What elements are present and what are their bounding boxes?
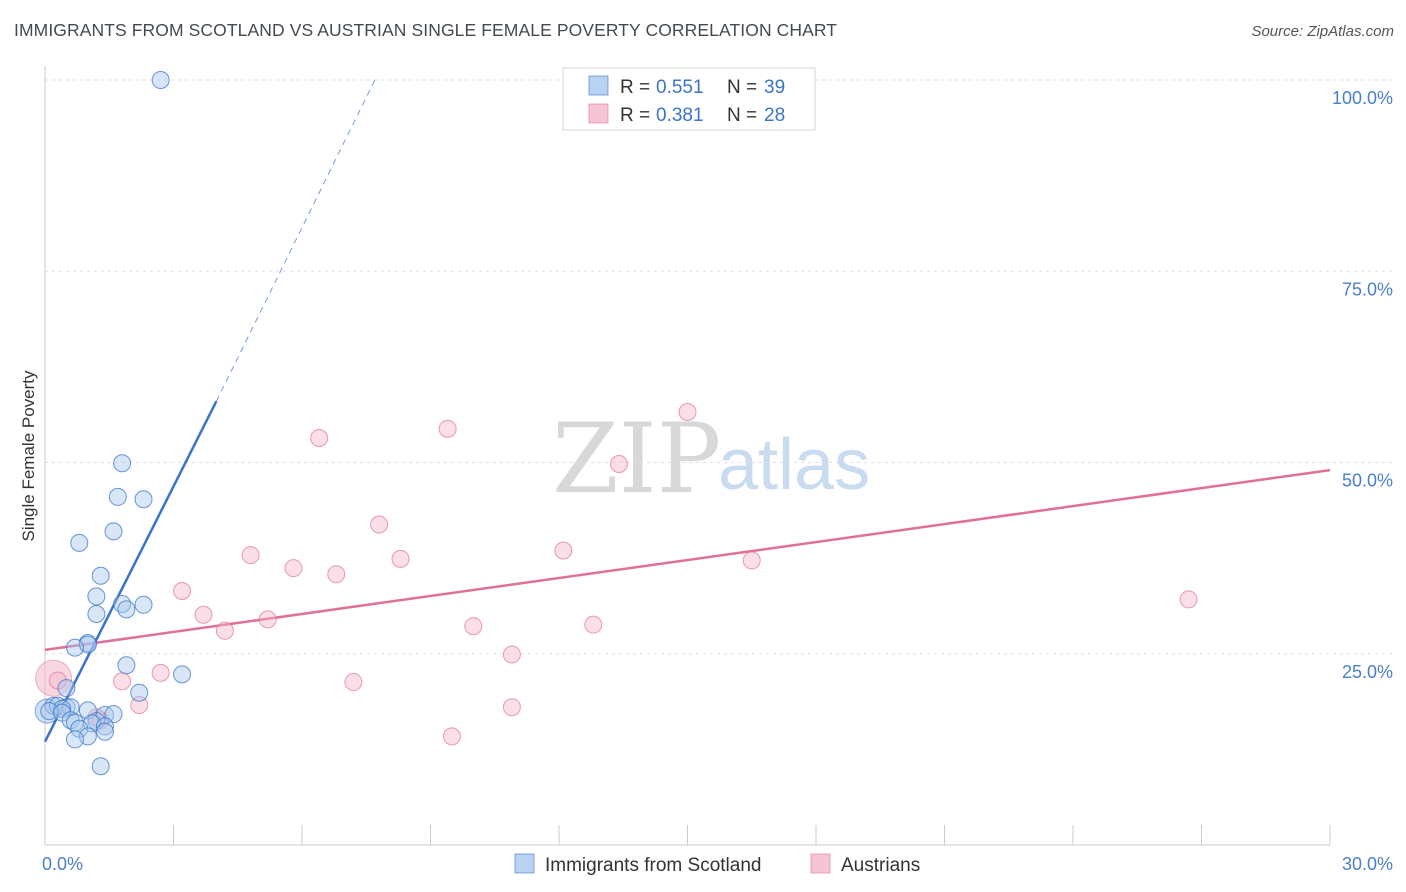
legend-swatch-austrians <box>588 103 609 124</box>
point-scotland-28 <box>104 705 123 724</box>
point-scotland-14 <box>65 638 84 657</box>
point-austrians-22 <box>344 673 363 692</box>
legend-n-value-1: 28 <box>764 105 785 126</box>
point-scotland-3 <box>134 490 153 509</box>
point-scotland-18 <box>130 683 149 702</box>
x-tick-label-0: 0.0% <box>42 854 83 874</box>
point-scotland-35 <box>95 722 114 741</box>
legend-n-label-1: N = <box>727 105 757 126</box>
point-austrians-3 <box>609 455 628 474</box>
point-austrians-20 <box>151 663 170 682</box>
series-legend-label-austrians: Austrians <box>841 855 920 876</box>
point-austrians-7 <box>391 549 410 568</box>
point-austrians-23 <box>130 696 149 715</box>
point-austrians-8 <box>742 551 761 570</box>
watermark-zip: ZIP <box>552 403 721 515</box>
chart-title: IMMIGRANTS FROM SCOTLAND VS AUSTRIAN SIN… <box>14 20 838 40</box>
y-tick-label-3: 25.0% <box>1342 662 1393 682</box>
trend-line-scotland <box>43 400 218 743</box>
y-tick-label-0: 100.0% <box>1332 88 1393 108</box>
series-legend-swatch-austrians <box>810 853 831 874</box>
tick-labels: 100.0% 75.0% 50.0% 25.0% 0.0% 30.0% <box>42 88 1393 874</box>
series-legend-label-scotland: Immigrants from Scotland <box>545 855 761 876</box>
point-scotland-10 <box>117 600 136 619</box>
data-points <box>34 71 1198 776</box>
legend-n-label-0: N = <box>727 77 757 98</box>
point-scotland-11 <box>87 604 106 623</box>
y-tick-label-2: 50.0% <box>1342 471 1393 491</box>
point-austrians-11 <box>173 582 192 601</box>
point-scotland-16 <box>173 665 192 684</box>
point-austrians-9 <box>284 559 303 578</box>
point-scotland-9 <box>134 595 153 614</box>
watermark-atlas: atlas <box>718 425 870 505</box>
point-austrians-12 <box>1179 590 1198 609</box>
axes <box>44 66 1331 846</box>
x-tick-label-1: 30.0% <box>1342 854 1393 874</box>
legend-r-value-0: 0.551 <box>656 77 704 98</box>
y-axis-title: Single Female Poverty <box>19 370 38 542</box>
point-austrians-21 <box>113 672 132 691</box>
point-austrians-13 <box>194 605 213 624</box>
legend-r-label-0: R = <box>620 77 650 98</box>
point-austrians-27 <box>442 727 461 746</box>
point-austrians-18 <box>502 645 521 664</box>
chart-source: Source: ZipAtlas.com <box>1251 23 1394 40</box>
point-austrians-15 <box>464 617 483 636</box>
point-scotland-25 <box>40 702 59 721</box>
point-austrians-17 <box>215 621 234 640</box>
point-scotland-2 <box>108 487 127 506</box>
point-austrians-5 <box>554 541 573 560</box>
legend-r-value-1: 0.381 <box>656 105 704 126</box>
stats-legend: R = 0.551 N = 39 R = 0.381 N = 28 <box>562 67 816 131</box>
legend-swatch-scotland <box>588 75 609 96</box>
series-legend-swatch-scotland <box>514 853 535 874</box>
point-scotland-7 <box>87 587 106 606</box>
point-scotland-0 <box>151 71 170 89</box>
legend-r-label-1: R = <box>620 105 650 126</box>
point-scotland-5 <box>70 533 89 552</box>
point-austrians-0 <box>678 403 697 422</box>
point-austrians-10 <box>327 565 346 584</box>
point-scotland-1 <box>113 454 132 473</box>
point-scotland-38 <box>91 757 110 776</box>
legend-n-value-0: 39 <box>764 77 785 98</box>
series-legend: Immigrants from Scotland Austrians <box>514 853 920 876</box>
point-austrians-4 <box>370 515 389 534</box>
point-scotland-4 <box>104 522 123 541</box>
point-scotland-37 <box>65 730 84 749</box>
point-austrians-1 <box>438 419 457 438</box>
point-austrians-6 <box>241 546 260 565</box>
point-scotland-33 <box>95 717 114 736</box>
point-scotland-17 <box>57 679 76 698</box>
y-tick-label-1: 75.0% <box>1342 279 1393 299</box>
point-scotland-15 <box>117 656 136 675</box>
trend-line-scotland-extension <box>215 79 376 402</box>
point-austrians-14 <box>258 610 277 629</box>
point-austrians-16 <box>584 615 603 634</box>
point-austrians-24 <box>502 698 521 717</box>
point-austrians-2 <box>310 429 329 448</box>
gridlines <box>45 79 1392 655</box>
point-scotland-6 <box>91 566 110 585</box>
